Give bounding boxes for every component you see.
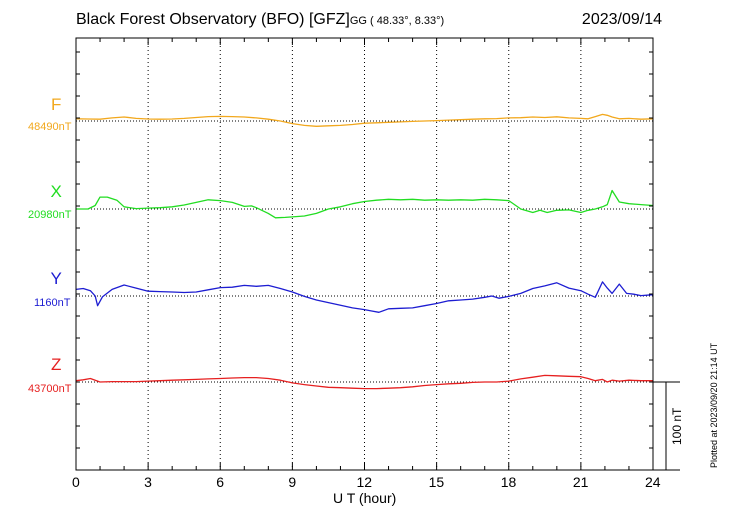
- plot-grid: [147, 38, 582, 470]
- x-tick-label-12: 12: [356, 474, 373, 490]
- x-tick-label-9: 9: [288, 474, 297, 490]
- chart-date: 2023/09/14: [581, 11, 662, 28]
- trace-f: [75, 113, 654, 127]
- x-tick-label-15: 15: [428, 474, 445, 490]
- component-label-y: Y: [50, 269, 62, 288]
- component-label-x: X: [50, 182, 62, 201]
- scale-bar: [653, 381, 680, 471]
- station-coords: GG ( 48.33°, 8.33°): [349, 15, 445, 27]
- baseline-value-y: 1160nT: [34, 297, 71, 309]
- x-tick-label-24: 24: [645, 474, 661, 490]
- scale-bar-label: 100 nT: [670, 407, 684, 445]
- plot-frame: [75, 37, 654, 471]
- trace-y: [75, 281, 654, 313]
- trace-x: [76, 189, 654, 219]
- component-traces: [75, 113, 654, 390]
- x-tick-label-21: 21: [572, 474, 589, 490]
- component-label-z: Z: [51, 355, 62, 374]
- x-tick-label-6: 6: [216, 474, 225, 490]
- station-name: Black Forest Observatory (BFO) [GFZ]: [76, 11, 350, 28]
- plotted-timestamp: Plotted at 2023/09/20 21:14 UT: [709, 342, 719, 468]
- baselines: [76, 120, 653, 383]
- x-tick-label-0: 0: [72, 474, 80, 490]
- baseline-value-f: 48490nT: [28, 121, 72, 133]
- x-tick-label-18: 18: [500, 474, 517, 490]
- component-label-f: F: [51, 95, 62, 114]
- baseline-value-z: 43700nT: [28, 383, 72, 395]
- x-axis-label: U T (hour): [333, 490, 397, 506]
- chart-title: Black Forest Observatory (BFO) [GFZ]GG (…: [76, 11, 444, 29]
- trace-z: [75, 374, 653, 390]
- baseline-value-x: 20980nT: [28, 209, 72, 221]
- x-tick-label-3: 3: [144, 474, 152, 490]
